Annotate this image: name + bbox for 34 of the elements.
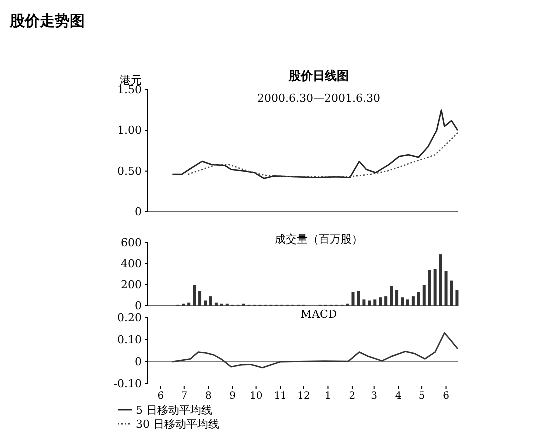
x-tick-label: 2 [349,391,356,402]
y-tick-label: 0.10 [118,334,142,347]
y-tick-label: 0 [135,356,142,369]
x-tick-label: 4 [395,391,402,402]
chart-title: 成交量（百万股） [275,233,363,246]
x-tick-label: 6 [158,391,164,402]
x-tick-label: 1 [325,391,332,402]
y-tick-label: 0 [135,206,142,219]
y-tick-label: 0.50 [118,164,142,178]
legend-label: 5 日移动平均线 [136,404,212,417]
text: 股价走势图 [9,12,85,30]
chart-title: 股价日线图 [288,69,349,83]
y-tick-label: 0.20 [118,312,142,325]
legend-label: 30 日移动平均线 [136,418,220,431]
x-tick-label: 5 [418,391,426,402]
y-tick-label: -0.10 [114,378,142,391]
x-tick-label: 10 [250,391,263,402]
chart-title: MACD [300,308,338,321]
chart-subtitle: 2000.6.30—2001.6.30 [258,92,380,105]
x-tick-label: 6 [443,391,450,402]
x-tick-label: 12 [298,391,310,402]
y-tick-label: 600 [121,236,142,250]
x-tick-label: 11 [274,391,287,402]
x-tick-label: 8 [205,391,212,402]
x-tick-label: 7 [181,391,188,402]
y-tick-label: 1.00 [118,124,142,138]
line-series [188,132,459,178]
y-tick-label: 200 [121,278,142,292]
line-series [172,332,459,369]
line-series [172,110,459,180]
x-tick-label: 9 [230,391,236,402]
y-tick-label: 0 [135,300,142,313]
x-tick-label: 3 [371,391,378,402]
y-tick-label: 400 [121,258,142,271]
